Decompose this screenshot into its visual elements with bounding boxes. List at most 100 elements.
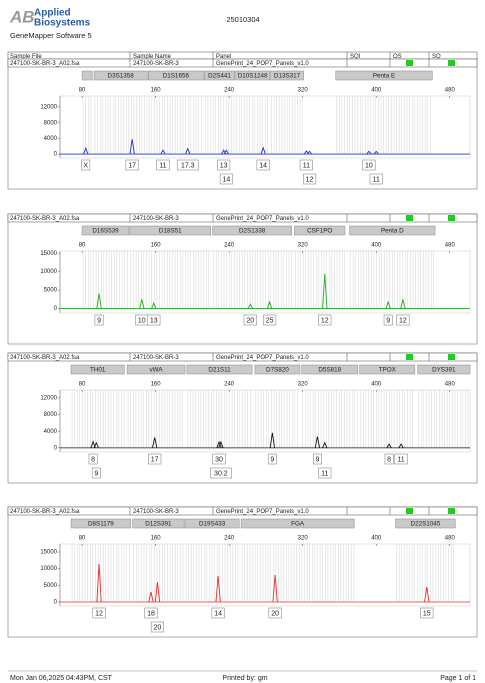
locus-name: D8S1179 xyxy=(88,520,114,527)
x-tick-label: 320 xyxy=(298,382,309,388)
locus-name: D18S51 xyxy=(159,227,182,234)
locus-box xyxy=(349,225,436,236)
peak xyxy=(366,150,372,155)
panel-name: GenePrint_24_POP7_Panels_v1.0 xyxy=(216,509,309,515)
y-tick-label: 15000 xyxy=(40,550,57,556)
sample-file: 247100-SK-BR-3_A02.fsa xyxy=(10,61,80,67)
x-tick-label: 240 xyxy=(224,536,235,542)
footer-page: Page 1 of 1 xyxy=(440,675,476,682)
x-tick-label: 240 xyxy=(224,88,235,94)
quality-flag xyxy=(406,508,413,514)
allele-box xyxy=(210,467,232,479)
allele-box xyxy=(383,314,393,326)
peak xyxy=(148,591,154,603)
quality-flag xyxy=(406,354,413,360)
peak xyxy=(223,149,229,155)
x-tick-label: 80 xyxy=(79,382,86,388)
locus-name: TH01 xyxy=(90,366,106,373)
row-frame xyxy=(7,352,478,362)
peak xyxy=(322,273,328,309)
y-tick-label: 15000 xyxy=(40,251,57,257)
locus-box xyxy=(129,225,212,236)
allele-label: 9 xyxy=(94,470,98,477)
allele-box xyxy=(144,607,158,619)
allele-box xyxy=(156,159,170,171)
allele-label: 17 xyxy=(151,456,159,463)
allele-box xyxy=(217,159,231,171)
panel-name: GenePrint_24_POP7_Panels_v1.0 xyxy=(216,216,309,222)
peak xyxy=(386,443,392,449)
quality-flag xyxy=(406,60,413,66)
x-tick-label: 480 xyxy=(445,382,456,388)
allele-label: 15 xyxy=(423,610,431,617)
allele-box xyxy=(267,453,277,465)
locus-name: FGA xyxy=(291,520,305,527)
allele-box xyxy=(147,314,161,326)
peak xyxy=(154,581,161,603)
quality-flag xyxy=(406,215,413,221)
allele-box xyxy=(318,314,332,326)
peak xyxy=(373,150,379,155)
allele-box xyxy=(219,173,233,185)
locus-name: vWA xyxy=(150,366,164,373)
locus-box xyxy=(235,70,270,81)
locus-box xyxy=(186,364,253,375)
allele-box xyxy=(420,607,434,619)
y-tick-label: 12000 xyxy=(40,105,57,111)
peak xyxy=(322,441,328,449)
locus-name: D10S1248 xyxy=(238,72,268,79)
x-tick-label: 160 xyxy=(151,243,162,249)
allele-box xyxy=(125,159,139,171)
allele-label: X xyxy=(83,162,88,169)
peak xyxy=(83,146,89,155)
allele-box xyxy=(148,453,162,465)
panel-name: GenePrint_24_POP7_Panels_v1.0 xyxy=(216,355,309,361)
peak xyxy=(247,303,253,309)
logo-line: Biosystems xyxy=(34,18,91,29)
allele-label: 8 xyxy=(387,456,391,463)
allele-label: 20 xyxy=(271,610,279,617)
peak xyxy=(96,563,102,603)
locus-box xyxy=(93,70,148,81)
y-tick-label: 10000 xyxy=(40,269,57,275)
locus-box xyxy=(254,364,301,375)
allele-label: 13 xyxy=(220,162,228,169)
peak xyxy=(398,443,404,449)
y-tick-label: 0 xyxy=(54,306,58,312)
x-tick-label: 400 xyxy=(371,243,382,249)
allele-box xyxy=(394,453,408,465)
allele-label: 10 xyxy=(138,317,146,324)
allele-box xyxy=(256,159,270,171)
plot-frame xyxy=(59,95,471,159)
x-tick-label: 80 xyxy=(79,536,86,542)
software-name: GeneMapper Software 5 xyxy=(10,31,92,40)
allele-label: 14 xyxy=(222,176,230,183)
peak xyxy=(160,149,166,155)
sample-file: 247100-SK-BR-3_A02.fsa xyxy=(10,216,80,222)
plot-frame xyxy=(59,250,471,314)
allele-label: 25 xyxy=(266,317,274,324)
y-tick-label: 5000 xyxy=(44,288,58,294)
allele-label: 30 xyxy=(215,456,223,463)
allele-box xyxy=(212,453,226,465)
allele-label: 18 xyxy=(147,610,155,617)
sample-name: 247100-SK-BR-3 xyxy=(133,509,179,515)
allele-box xyxy=(318,467,332,479)
allele-label: 11 xyxy=(159,162,166,169)
locus-name: D7S820 xyxy=(266,366,289,373)
locus-box xyxy=(81,225,130,236)
allele-box xyxy=(362,159,376,171)
run-name: 25010304 xyxy=(226,15,259,24)
y-tick-label: 0 xyxy=(54,600,58,606)
allele-label: 11 xyxy=(373,176,380,183)
allele-box xyxy=(312,453,322,465)
quality-flag xyxy=(448,215,455,221)
y-tick-label: 8000 xyxy=(44,120,58,126)
sample-file: 247100-SK-BR-3_A02.fsa xyxy=(10,509,80,515)
allele-box xyxy=(384,453,394,465)
allele-label: 12 xyxy=(399,317,407,324)
allele-label: 12 xyxy=(321,317,329,324)
peak xyxy=(424,586,430,603)
locus-box xyxy=(335,70,433,81)
peak xyxy=(216,440,222,448)
